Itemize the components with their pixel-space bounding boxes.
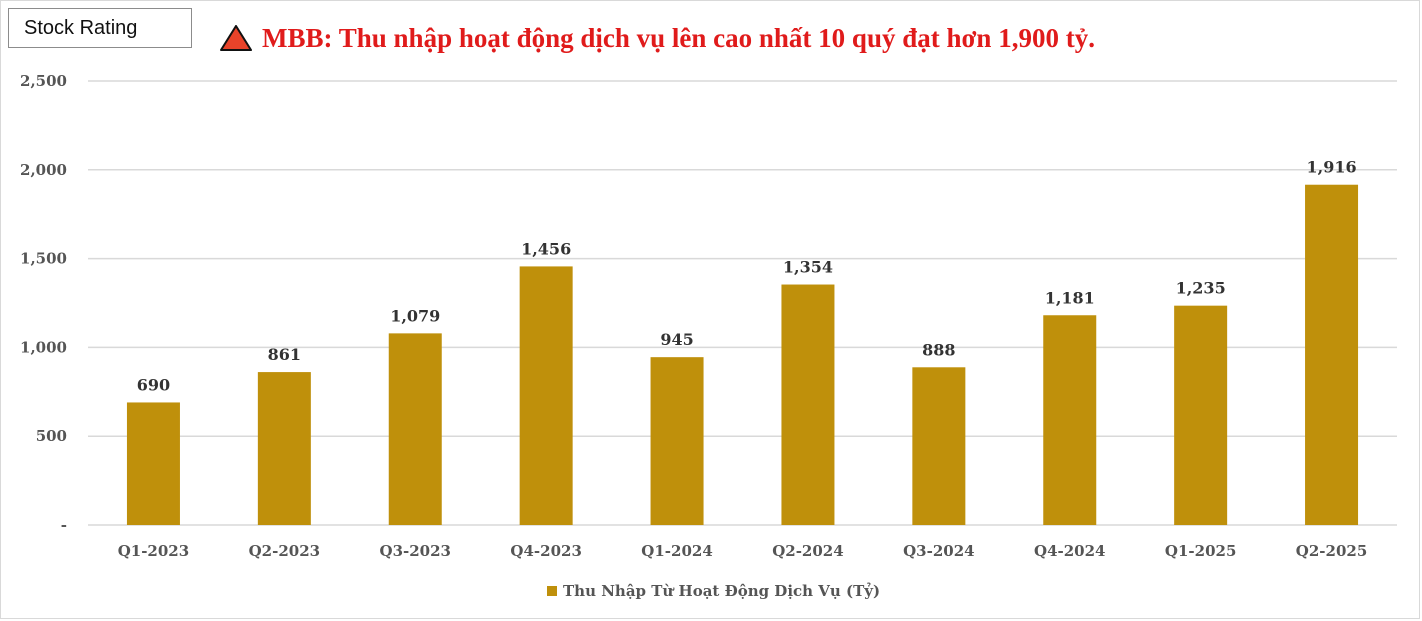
data-label: 1,079 [390, 306, 440, 325]
data-label: 1,916 [1306, 158, 1356, 177]
x-tick-label: Q3-2024 [903, 542, 974, 560]
bar [650, 357, 704, 525]
data-label: 1,181 [1045, 288, 1095, 307]
x-tick-label: Q1-2023 [118, 542, 189, 560]
legend-label: Thu Nhập Từ Hoạt Động Dịch Vụ (Tỷ) [563, 582, 880, 600]
y-tick-label: 2,000 [20, 161, 67, 179]
x-tick-label: Q2-2024 [772, 542, 843, 560]
y-tick-label: 1,500 [20, 250, 67, 268]
bar-series [126, 184, 1359, 526]
data-label: 945 [660, 330, 693, 349]
data-label: 888 [922, 340, 955, 359]
chart-title-row: MBB: Thu nhập hoạt động dịch vụ lên cao … [220, 20, 1095, 56]
x-tick-label: Q1-2024 [641, 542, 712, 560]
data-label: 861 [268, 345, 301, 364]
bar [388, 333, 442, 525]
data-label: 1,456 [521, 239, 571, 258]
brand-text: Stock Rating [24, 16, 138, 39]
warning-triangle-icon [220, 25, 252, 51]
legend-swatch [547, 586, 557, 596]
bar [912, 367, 966, 525]
legend: Thu Nhập Từ Hoạt Động Dịch Vụ (Tỷ) [547, 582, 880, 600]
data-label: 690 [137, 375, 170, 394]
data-labels: 690 861 1,079 1,456 945 1,354 888 1,181 1,235 1,9… [137, 158, 1357, 395]
x-tick-label: Q4-2023 [510, 542, 581, 560]
y-tick-label: 500 [36, 427, 67, 445]
chart-title: MBB: Thu nhập hoạt động dịch vụ lên cao … [262, 22, 1095, 53]
x-tick-label: Q1-2025 [1165, 542, 1236, 560]
y-tick-label: - [61, 516, 67, 534]
y-tick-label: 2,500 [20, 72, 67, 90]
bar [781, 284, 835, 525]
x-tick-label: Q2-2025 [1296, 542, 1367, 560]
data-label: 1,354 [783, 258, 833, 277]
x-tick-label: Q3-2023 [380, 542, 451, 560]
bar [1305, 184, 1359, 526]
brand-label: Stock Rating [8, 8, 192, 48]
x-axis: Q1-2023 Q2-2023 Q3-2023 Q4-2023 Q1-2024 Q2-20… [118, 542, 1368, 560]
data-label: 1,235 [1176, 279, 1226, 298]
bar [257, 372, 311, 525]
x-tick-label: Q4-2024 [1034, 542, 1105, 560]
y-axis: - 500 1,000 1,500 2,000 2,500 [20, 72, 67, 534]
x-tick-label: Q2-2023 [249, 542, 320, 560]
bar [1043, 315, 1097, 525]
bar [519, 266, 573, 525]
y-tick-label: 1,000 [20, 338, 67, 356]
bar [126, 402, 180, 525]
bar [1174, 305, 1228, 525]
